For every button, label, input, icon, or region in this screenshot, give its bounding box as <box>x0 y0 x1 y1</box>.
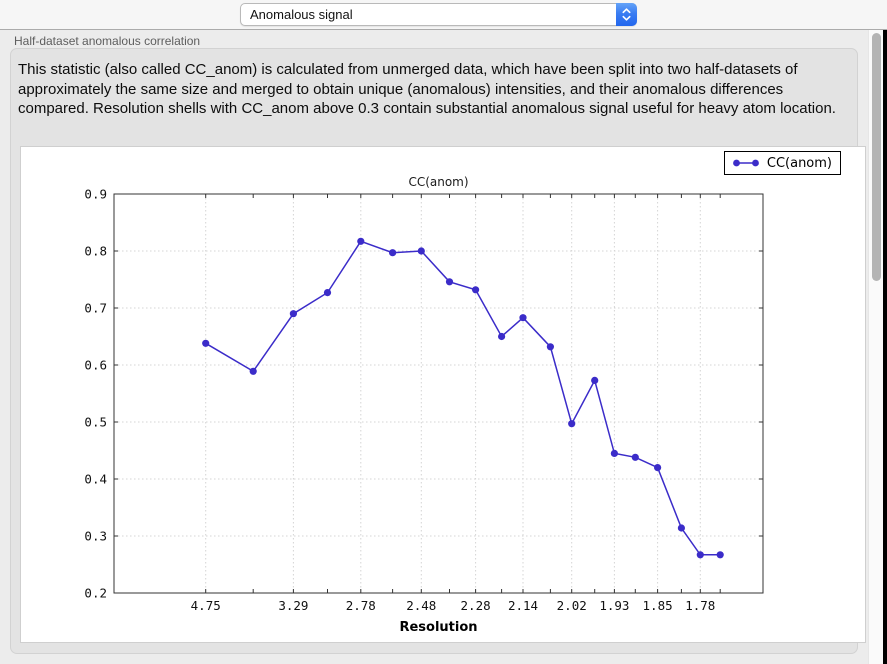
cc-anom-chart: 0.2 0.3 0.4 0.5 0.6 0.7 0.8 0.9 4.75 3.29 2.78 2.48… <box>20 146 866 643</box>
legend-label: CC(anom) <box>766 155 832 171</box>
svg-text:0.5: 0.5 <box>84 415 107 430</box>
svg-text:2.78: 2.78 <box>346 598 376 613</box>
svg-text:0.2: 0.2 <box>84 586 107 601</box>
svg-text:0.7: 0.7 <box>84 301 107 316</box>
svg-text:4.75: 4.75 <box>191 598 221 613</box>
svg-text:2.14: 2.14 <box>508 598 538 613</box>
svg-text:0.8: 0.8 <box>84 244 107 259</box>
dropdown-stepper-icon <box>616 3 637 26</box>
svg-text:1.93: 1.93 <box>599 598 629 613</box>
section-label: Half-dataset anomalous correlation <box>14 34 201 48</box>
svg-text:3.29: 3.29 <box>278 598 308 613</box>
svg-text:1.85: 1.85 <box>643 598 673 613</box>
svg-text:2.28: 2.28 <box>461 598 491 613</box>
svg-text:2.48: 2.48 <box>406 598 436 613</box>
cc-anom-plot: 0.2 0.3 0.4 0.5 0.6 0.7 0.8 0.9 4.75 3.29 2.78 2.48… <box>21 147 867 649</box>
svg-text:CC(anom): CC(anom) <box>408 175 468 189</box>
window-edge <box>883 30 887 664</box>
vertical-scrollbar[interactable] <box>868 30 883 664</box>
svg-text:1.78: 1.78 <box>685 598 715 613</box>
statistic-description: This statistic (also called CC_anom) is … <box>18 61 836 117</box>
legend: CC(anom) <box>723 151 841 175</box>
statistics-dropdown[interactable]: Anomalous signal <box>240 3 637 26</box>
vertical-scrollbar-thumb[interactable] <box>872 33 881 281</box>
svg-text:0.4: 0.4 <box>84 472 107 487</box>
top-bar: Anomalous signal <box>0 0 887 30</box>
svg-text:0.9: 0.9 <box>84 187 107 202</box>
svg-text:0.3: 0.3 <box>84 529 107 544</box>
svg-text:2.02: 2.02 <box>557 598 587 613</box>
svg-text:0.6: 0.6 <box>84 358 107 373</box>
statistics-dropdown-value: Anomalous signal <box>250 7 353 22</box>
legend-marker-icon <box>732 158 760 168</box>
svg-text:Resolution: Resolution <box>399 620 477 635</box>
